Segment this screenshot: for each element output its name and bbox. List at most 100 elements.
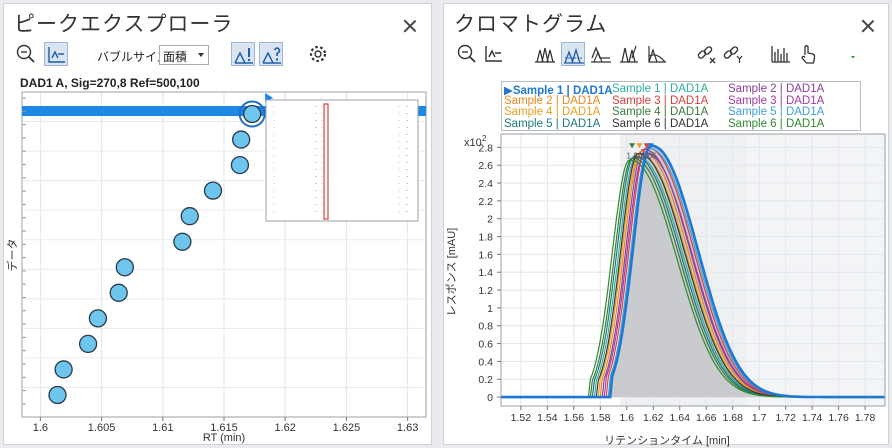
legend-item[interactable]: Sample 6 | DAD1A	[612, 117, 709, 130]
waterfall-view-button[interactable]	[645, 42, 669, 66]
legend-item[interactable]: Sample 2 | DAD1A	[504, 94, 601, 107]
y-tick-label: 1.6	[478, 249, 493, 261]
offset-peaks-button[interactable]	[589, 42, 613, 66]
hand-tool-button[interactable]	[796, 42, 820, 66]
x-tick-label: 1.7	[752, 412, 767, 424]
peak-bubble[interactable]	[48, 385, 67, 405]
zoom-out-button[interactable]	[14, 42, 38, 66]
peak-explorer-plot[interactable]: 1.6 1.605 1.61 1.615 1.62 1.625 1.63 データ RT (m…	[4, 90, 433, 446]
legend-item[interactable]: ▶Sample 1 | DAD1A	[504, 85, 613, 97]
peak-preview-inset	[265, 99, 419, 222]
x-tick-label: 1.625	[333, 422, 361, 434]
hand-pointer-icon	[801, 45, 816, 64]
y-tick-label: 1.4	[478, 267, 493, 279]
y-tick-label: 0	[487, 392, 493, 404]
y-multiplier: x10	[464, 137, 482, 149]
chromatogram-legend: ▶Sample 1 | DAD1A Sample 1 | DAD1A Sample …	[501, 81, 861, 131]
link-y-icon	[723, 46, 743, 63]
x-tick-label: 1.76	[828, 412, 849, 424]
peak-bubble[interactable]	[230, 155, 250, 175]
link-y-button[interactable]	[721, 42, 745, 66]
y-axis-label: レスポンス [mAU]	[445, 228, 458, 316]
x-axis-label: リテンションタイム [min]	[604, 435, 730, 447]
peak-bubble[interactable]	[109, 283, 128, 302]
zoom-out-button[interactable]	[455, 42, 479, 66]
x-tick-label: 1.64	[670, 412, 691, 424]
waterfall-icon	[648, 46, 666, 63]
stack-peaks-icon	[564, 47, 584, 64]
legend-item[interactable]: Sample 6 | DAD1A	[728, 117, 825, 130]
y-tick-label: 1.8	[478, 232, 493, 244]
normalize-peaks-button[interactable]	[617, 42, 641, 66]
x-tick-label: 1.68	[723, 412, 744, 424]
stack-peaks-button[interactable]	[561, 42, 585, 66]
expand-toolbar-button[interactable]	[841, 42, 865, 66]
x-tick-label: 1.78	[855, 412, 876, 424]
peak-explorer-panel: ピークエクスプローラ バブルサイズ 面積 DAD1 A, Sig=270,8 R…	[3, 3, 432, 445]
selection-band	[22, 106, 426, 116]
y-tick-label: 2	[487, 214, 493, 226]
x-tick-label: 1.615	[210, 422, 238, 434]
peak-bubble[interactable]	[54, 360, 73, 379]
legend-item[interactable]: Sample 2 | DAD1A	[728, 83, 825, 95]
x-tick-label: 1.72	[775, 412, 796, 424]
peak-help-button[interactable]	[259, 42, 283, 66]
y-multiplier-exponent: 2	[482, 134, 487, 143]
gear-icon	[309, 45, 327, 63]
unlink-icon	[697, 46, 716, 64]
peak-apex-marker-icon	[647, 143, 654, 149]
legend-item[interactable]: Sample 3 | DAD1A	[728, 94, 825, 107]
x-tick-label: 1.56	[564, 412, 585, 424]
y-tick-label: 1.2	[478, 285, 493, 297]
chromatogram-plot[interactable]: 1.61.61.61.6 1.52 1.54 1.56 1.58 1.6 1.62 1.64…	[444, 132, 890, 432]
baseline-region	[745, 134, 885, 406]
chromatogram-trace-selected[interactable]	[501, 144, 885, 399]
peak-apex-marker-icon	[643, 143, 650, 149]
y-tick-label: 0.2	[478, 374, 493, 386]
peak-area-fill	[501, 145, 885, 398]
x-tick-label: 1.62	[643, 412, 664, 424]
x-axis-label: RT (min)	[203, 432, 245, 444]
normalize-peaks-icon	[620, 45, 638, 63]
x-tick-label: 1.54	[537, 412, 558, 424]
peak-bubble[interactable]	[203, 181, 223, 200]
settings-button[interactable]	[306, 42, 330, 66]
legend-item[interactable]: Sample 3 | DAD1A	[612, 94, 709, 107]
offset-peaks-icon	[591, 46, 611, 63]
chevron-down-icon	[198, 53, 204, 57]
x-tick-label: 1.58	[590, 412, 611, 424]
bubble-size-label: バブルサイズ	[97, 50, 169, 64]
y-tick-label: 0.8	[478, 321, 493, 333]
panel-title: クロマトグラム	[454, 13, 608, 36]
legend-item[interactable]: Sample 5 | DAD1A	[504, 117, 601, 130]
peak-bubble[interactable]	[88, 309, 108, 328]
peak-bubble[interactable]	[243, 104, 262, 124]
peak-alert-icon	[234, 48, 253, 64]
unlink-button[interactable]	[694, 42, 718, 66]
peak-help-icon	[262, 47, 281, 64]
peak-bubble[interactable]	[173, 232, 192, 251]
legend-item[interactable]: Sample 1 | DAD1A	[612, 83, 709, 95]
peak-chart-icon	[485, 46, 502, 62]
peak-bubble[interactable]	[180, 207, 199, 226]
peak-alert-button[interactable]	[231, 42, 255, 66]
y-tick-label: 2.2	[478, 196, 493, 208]
x-tick-label: 1.61	[152, 422, 173, 434]
zoom-out-icon	[457, 44, 476, 63]
close-button[interactable]	[858, 16, 878, 36]
legend-item[interactable]: Sample 4 | DAD1A	[504, 106, 601, 118]
x-tick-label: 1.6	[33, 422, 48, 434]
peak-chart-button[interactable]	[44, 42, 68, 66]
peak-bubble[interactable]	[231, 130, 251, 149]
peak-chart-button[interactable]	[482, 42, 506, 66]
legend-item[interactable]: Sample 5 | DAD1A	[728, 106, 825, 118]
close-button[interactable]	[400, 16, 420, 36]
peak-rt-label: 1.6	[627, 151, 639, 160]
peak-chart-icon	[48, 47, 65, 63]
signals-button[interactable]	[769, 42, 793, 66]
legend-item[interactable]: Sample 4 | DAD1A	[612, 106, 709, 118]
peak-bubble[interactable]	[115, 258, 134, 277]
overlay-peaks-button[interactable]	[533, 42, 557, 66]
bubble-size-select[interactable]: 面積	[159, 45, 209, 65]
peak-bubble[interactable]	[78, 334, 98, 354]
